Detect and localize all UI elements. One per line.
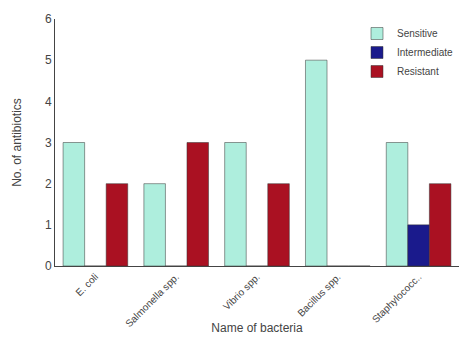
svg-text:Intermediate: Intermediate — [397, 47, 453, 58]
svg-text:Bacillus spp.: Bacillus spp. — [295, 271, 342, 318]
svg-text:E. coli: E. coli — [73, 271, 100, 298]
svg-text:Vibrio spp.: Vibrio spp. — [221, 271, 262, 312]
svg-text:Salmonella spp.: Salmonella spp. — [123, 271, 181, 329]
svg-text:6: 6 — [45, 12, 52, 26]
svg-text:Resistant: Resistant — [397, 66, 439, 77]
svg-text:Sensitive: Sensitive — [397, 28, 438, 39]
svg-text:3: 3 — [45, 136, 52, 150]
svg-text:1: 1 — [45, 218, 52, 232]
svg-text:Staphylococc..: Staphylococc.. — [370, 271, 424, 325]
svg-text:No. of antibiotics: No. of antibiotics — [10, 98, 24, 187]
svg-text:0: 0 — [45, 259, 52, 273]
svg-text:4: 4 — [45, 95, 52, 109]
svg-text:5: 5 — [45, 53, 52, 67]
svg-text:2: 2 — [45, 177, 52, 191]
svg-text:Name of bacteria: Name of bacteria — [211, 321, 303, 335]
